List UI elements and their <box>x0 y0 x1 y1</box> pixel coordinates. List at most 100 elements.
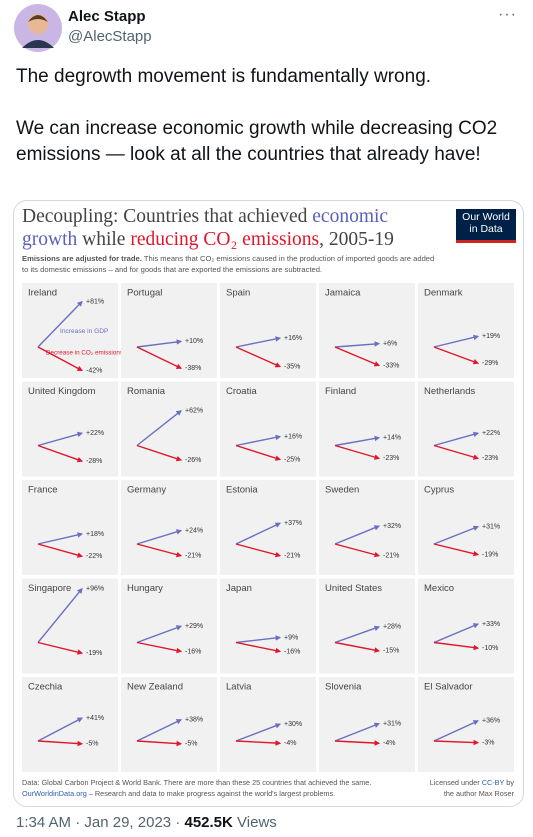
slope-line <box>433 641 480 651</box>
slope-line <box>136 444 183 462</box>
value-label: -5% <box>86 741 98 748</box>
slope-line <box>334 346 381 367</box>
slope-line <box>136 339 183 348</box>
time[interactable]: 1:34 AM <box>16 814 72 831</box>
panel <box>22 283 118 378</box>
value-label: -16% <box>185 648 201 655</box>
panel <box>319 480 415 575</box>
user-name[interactable]: Alec Stapp <box>68 8 146 25</box>
slope-line <box>136 740 183 747</box>
panel <box>418 283 514 378</box>
user-handle[interactable]: @AlecStapp <box>68 28 152 45</box>
slope-line <box>235 434 282 447</box>
license: Licensed under CC-BY by <box>430 778 515 787</box>
value-label: -35% <box>284 363 300 370</box>
panel-title: Croatia <box>226 386 257 397</box>
views-label: Views <box>237 814 277 831</box>
value-label: -10% <box>482 645 498 652</box>
panel <box>22 381 118 477</box>
slope-line <box>235 723 282 742</box>
chart-image[interactable]: Decoupling: Countries that achieved econ… <box>13 200 524 807</box>
panel-title: Cyprus <box>424 485 454 496</box>
panel-title: El Salvador <box>424 682 473 693</box>
title-part: , 2005-19 <box>319 229 394 250</box>
slope-line <box>433 739 480 746</box>
slope-line <box>235 641 282 654</box>
slope-line <box>136 529 183 545</box>
more-button[interactable]: ··· <box>498 6 517 23</box>
value-label: -26% <box>185 457 201 464</box>
slope-line <box>433 444 480 460</box>
value-label: -29% <box>482 360 498 367</box>
license-text: Licensed under <box>430 778 482 787</box>
panel <box>220 677 316 772</box>
value-label: -22% <box>86 553 102 560</box>
separator: · <box>75 814 81 831</box>
logo-text: in Data <box>469 223 502 235</box>
value-label: -25% <box>284 456 300 463</box>
title-part: reducing CO₂ emissions <box>130 229 319 250</box>
slope-line <box>235 346 282 368</box>
value-label: +37% <box>284 520 302 527</box>
tweet-text: We can increase economic growth while de… <box>16 118 498 165</box>
panel-title: United Kingdom <box>28 386 96 397</box>
chart-note: to its domestic emissions – and for good… <box>22 265 322 274</box>
panel-title: Romania <box>127 386 166 397</box>
slope-line <box>136 543 183 558</box>
value-label: +31% <box>482 523 500 530</box>
chart-note: Emissions are adjusted for trade. This m… <box>22 254 434 263</box>
slope-line <box>37 587 83 643</box>
slope-line <box>334 444 381 460</box>
chart-title: Decoupling: Countries that achieved econ… <box>22 206 388 227</box>
panel <box>121 578 217 674</box>
value-label: -21% <box>383 553 399 560</box>
value-label: +31% <box>383 720 401 727</box>
panel <box>418 578 514 674</box>
tweet-meta: 1:34 AM · Jan 29, 2023 · 452.5K Views <box>16 814 277 831</box>
slope-line <box>37 300 83 348</box>
panel <box>22 480 118 575</box>
value-label: +10% <box>185 338 203 345</box>
panel-title: Portugal <box>127 288 162 299</box>
avatar[interactable] <box>14 4 62 52</box>
date[interactable]: Jan 29, 2023 <box>84 814 172 831</box>
panel <box>22 578 118 674</box>
title-part: Decoupling: Countries that achieved <box>22 206 312 227</box>
panel-title: United States <box>325 583 382 594</box>
value-label: +18% <box>86 531 104 538</box>
value-label: -5% <box>185 741 197 748</box>
source-link: OurWorldinData.org <box>22 789 87 798</box>
panel-title: Sweden <box>325 485 359 496</box>
chart-title: growth while reducing CO₂ emissions, 200… <box>22 229 394 250</box>
slope-line <box>37 740 84 747</box>
views-count: 452.5K <box>184 814 233 831</box>
panel-title: Czechia <box>28 682 63 693</box>
slope-line <box>136 719 183 742</box>
slope-line <box>235 740 282 746</box>
value-label: +19% <box>482 333 500 340</box>
panel-title: Hungary <box>127 583 163 594</box>
value-label: -38% <box>185 365 201 372</box>
value-label: +16% <box>284 335 302 342</box>
panel-title: Finland <box>325 386 356 397</box>
panel <box>220 578 316 674</box>
logo-bar <box>456 240 516 243</box>
value-label: -3% <box>482 740 494 747</box>
slope-line <box>334 435 381 447</box>
panel-title: Denmark <box>424 288 463 299</box>
value-label: +41% <box>86 715 104 722</box>
value-label: +9% <box>284 634 298 641</box>
logo-box <box>456 209 516 243</box>
panel <box>121 480 217 575</box>
chart: Decoupling: Countries that achieved econ… <box>22 206 516 798</box>
value-label: -42% <box>86 367 102 374</box>
panel <box>220 480 316 575</box>
value-label: -28% <box>86 458 102 465</box>
value-label: -23% <box>383 455 399 462</box>
slope-line <box>37 543 84 558</box>
value-label: +38% <box>185 717 203 724</box>
panel <box>418 480 514 575</box>
panel-title: Mexico <box>424 583 454 594</box>
value-label: +36% <box>482 718 500 725</box>
panel-title: Jamaica <box>325 288 361 299</box>
